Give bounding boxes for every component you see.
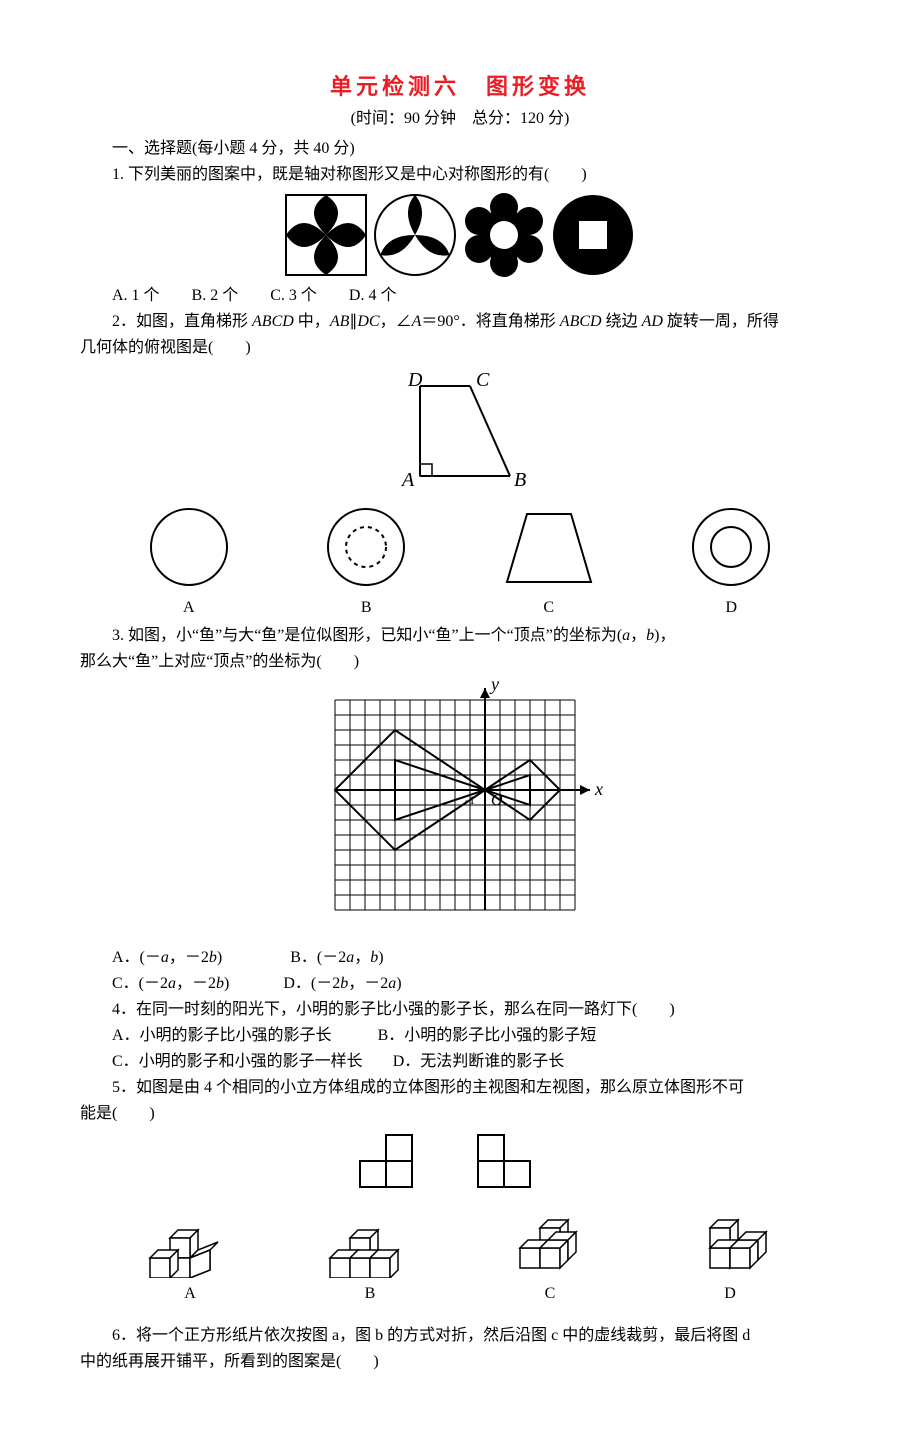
t: a	[168, 975, 176, 992]
left-view-icon	[474, 1132, 564, 1192]
t: D．(－2	[283, 975, 340, 992]
t: b	[216, 975, 224, 992]
section-heading: 一、选择题(每小题 4 分，共 40 分)	[80, 137, 840, 161]
q2-optA: A	[144, 502, 234, 620]
t: a	[622, 627, 630, 644]
t: a	[161, 949, 169, 966]
t: C．小明的影子和小强的影子一样长	[112, 1053, 363, 1070]
t: C．(－2	[112, 975, 168, 992]
q5-optD: D	[680, 1198, 780, 1306]
q2-optB: B	[321, 502, 411, 620]
q5-optA: A	[140, 1198, 240, 1306]
q5-line2: 能是( )	[80, 1102, 840, 1126]
q6-stem: 6．将一个正方形纸片依次按图 a，图 b 的方式对折，然后沿图 c 中的虚线裁剪…	[80, 1324, 840, 1348]
label-B: B	[514, 469, 526, 491]
t: )	[396, 975, 401, 992]
q1-figures	[80, 193, 840, 278]
label-neg1: -1	[465, 793, 475, 807]
q4-optsAB: A．小明的影子比小强的影子长 B．小明的影子比小强的影子短	[80, 1024, 840, 1048]
label-C: C	[476, 369, 490, 391]
q3-optsCD: C．(－2a，－2b) D．(－2b，－2a)	[80, 972, 840, 996]
q5-optB: B	[320, 1198, 420, 1306]
q5-stem: 5．如图是由 4 个相同的小立方体组成的立体图形的主视图和左视图，那么原立体图形…	[80, 1076, 840, 1100]
label-D: D	[407, 369, 423, 391]
q4-optsCD: C．小明的影子和小强的影子一样长 D．无法判断谁的影子长	[80, 1050, 840, 1074]
unit-title: 单元检测六 图形变换	[80, 70, 840, 103]
label: B	[320, 1282, 420, 1306]
t: ，	[630, 627, 646, 644]
t: AD	[642, 313, 663, 330]
t: 绕边	[602, 313, 642, 330]
label: C	[499, 596, 599, 620]
label: D	[686, 596, 776, 620]
q2-optD: D	[686, 502, 776, 620]
label-O: O	[491, 792, 503, 809]
t: 中，	[294, 313, 330, 330]
label-A: A	[400, 469, 415, 491]
t: )	[378, 949, 383, 966]
q5-options: A B C	[100, 1198, 820, 1306]
t: ，－2	[169, 949, 209, 966]
label: D	[680, 1282, 780, 1306]
label: B	[321, 596, 411, 620]
q2-line2: 几何体的俯视图是( )	[80, 336, 840, 360]
propeller-icon	[373, 193, 458, 278]
q4-stem: 4．在同一时刻的阳光下，小明的影子比小强的影子长，那么在同一路灯下( )	[80, 998, 840, 1022]
t: B．小明的影子比小强的影子短	[378, 1027, 597, 1044]
t: ，－2	[176, 975, 216, 992]
t: 旋转一周，所得	[663, 313, 779, 330]
t: ABCD	[560, 313, 602, 330]
t: AB	[330, 313, 350, 330]
label: A	[144, 596, 234, 620]
q5-views	[80, 1132, 840, 1192]
unit-subtitle: (时间：90 分钟 总分：120 分)	[80, 107, 840, 131]
q3-line2: 那么大“鱼”上对应“顶点”的坐标为( )	[80, 650, 840, 674]
t: ，	[354, 949, 370, 966]
t: D．无法判断谁的影子长	[393, 1053, 565, 1070]
t: ，∠	[380, 313, 412, 330]
t: ＝90°．将直角梯形	[421, 313, 559, 330]
flower-icon	[462, 193, 547, 278]
t: 2．如图，直角梯形	[112, 313, 252, 330]
t: B．(－2	[290, 949, 346, 966]
t: ABCD	[252, 313, 294, 330]
q3-optsAB: A．(－a，－2b) B．(－2a，b)	[80, 946, 840, 970]
q3-grid: O 1 -1 x y	[80, 680, 840, 940]
t: )	[217, 949, 222, 966]
q2-options: A B C D	[100, 502, 820, 620]
q2-stem: 2．如图，直角梯形 ABCD 中，AB∥DC，∠A＝90°．将直角梯形 ABCD…	[80, 310, 840, 334]
t: 3. 如图，小“鱼”与大“鱼”是位似图形，已知小“鱼”上一个“顶点”的坐标为(	[112, 627, 622, 644]
t: A	[412, 313, 422, 330]
q6-line2: 中的纸再展开铺平，所看到的图案是( )	[80, 1350, 840, 1374]
label-1: 1	[497, 775, 503, 789]
q3-stem: 3. 如图，小“鱼”与大“鱼”是位似图形，已知小“鱼”上一个“顶点”的坐标为(a…	[80, 624, 840, 648]
front-view-icon	[356, 1132, 446, 1192]
t: b	[646, 627, 654, 644]
label: C	[500, 1282, 600, 1306]
q1-stem: 1. 下列美丽的图案中，既是轴对称图形又是中心对称图形的有( )	[80, 163, 840, 187]
t: A．小明的影子比小强的影子长	[112, 1027, 332, 1044]
label-x: x	[594, 779, 603, 799]
t: )	[224, 975, 229, 992]
t: DC	[357, 313, 379, 330]
label: A	[140, 1282, 240, 1306]
q2-optC: C	[499, 502, 599, 620]
t: b	[209, 949, 217, 966]
t: ，－2	[348, 975, 388, 992]
petal-icon	[284, 193, 369, 278]
label-y: y	[489, 680, 499, 694]
t: )，	[654, 627, 675, 644]
q5-optC: C	[500, 1198, 600, 1306]
coin-icon	[551, 193, 636, 278]
t: A．(－	[112, 949, 161, 966]
q1-options: A. 1 个 B. 2 个 C. 3 个 D. 4 个	[80, 284, 840, 308]
q2-trapezoid: D C A B	[80, 366, 840, 496]
